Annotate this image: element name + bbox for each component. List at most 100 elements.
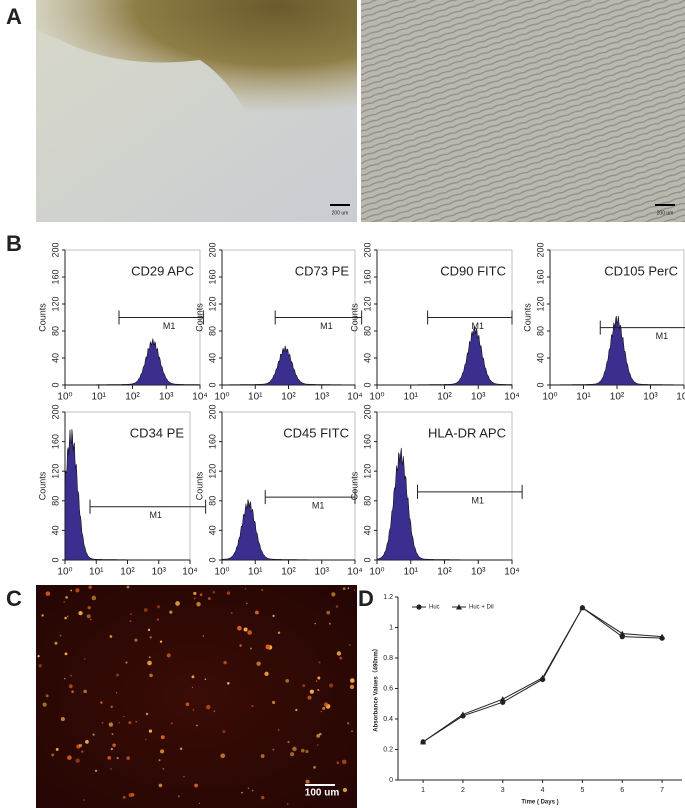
y-tick-label: 160 xyxy=(362,434,372,449)
dot xyxy=(295,708,298,712)
dot xyxy=(307,695,312,700)
dot xyxy=(290,752,295,757)
dot xyxy=(347,587,350,589)
dot xyxy=(87,606,91,610)
dot xyxy=(129,620,132,623)
y-axis-label: Counts xyxy=(349,471,359,500)
panel-label: C xyxy=(6,586,22,611)
dot xyxy=(292,746,297,752)
histogram xyxy=(221,499,356,561)
y-tick-label: 0.8 xyxy=(383,655,393,662)
y-tick-label: 200 xyxy=(50,242,60,257)
x-axis-label: Time ( Days ) xyxy=(521,800,558,806)
dot xyxy=(302,684,306,688)
dot xyxy=(212,591,215,594)
dot xyxy=(126,585,130,589)
x-tick-label: 10⁴ xyxy=(504,392,519,403)
dot xyxy=(135,721,137,723)
panel-label: D xyxy=(358,586,374,611)
dot xyxy=(83,689,87,694)
dot xyxy=(162,767,165,770)
legend-label: Huc + DiI xyxy=(469,605,494,611)
x-tick-label: 10⁰ xyxy=(214,567,229,578)
dot xyxy=(349,644,351,646)
dot xyxy=(42,702,47,707)
dot xyxy=(326,610,331,615)
dot xyxy=(272,700,276,705)
gate-label: M1 xyxy=(656,331,669,341)
dot xyxy=(91,595,97,601)
y-tick-label: 40 xyxy=(362,353,372,363)
x-tick-label: 10⁴ xyxy=(182,567,197,578)
dot xyxy=(159,640,163,643)
dot xyxy=(261,795,265,800)
dot xyxy=(196,724,198,727)
x-tick-label: 6 xyxy=(620,787,624,794)
x-tick-label: 10² xyxy=(281,392,296,403)
y-tick-label: 80 xyxy=(362,496,372,506)
dot xyxy=(112,743,116,747)
dot xyxy=(318,661,321,664)
y-tick-label: 120 xyxy=(50,296,60,311)
dot xyxy=(100,701,103,704)
marker xyxy=(459,711,466,717)
x-tick-label: 10³ xyxy=(152,567,167,578)
dot xyxy=(247,787,250,790)
dot xyxy=(353,589,356,591)
dot xyxy=(60,716,65,722)
marker xyxy=(619,630,626,637)
legend-label: Huc xyxy=(429,605,440,611)
dot xyxy=(63,601,66,603)
scale-label: 200 um xyxy=(657,210,674,216)
y-tick-label: 160 xyxy=(207,434,217,449)
dot xyxy=(206,704,211,710)
x-tick-label: 10³ xyxy=(471,567,486,578)
dot xyxy=(109,767,112,770)
y-tick-label: 80 xyxy=(50,496,60,506)
dot xyxy=(115,673,119,677)
dot xyxy=(341,759,347,765)
dot xyxy=(71,690,74,694)
dot xyxy=(92,733,95,736)
dot xyxy=(336,651,342,656)
dot xyxy=(67,615,69,617)
x-tick-label: 10¹ xyxy=(92,392,107,403)
dot xyxy=(125,661,128,664)
y-tick-label: 80 xyxy=(207,496,217,506)
histogram xyxy=(549,315,685,386)
x-tick-label: 4 xyxy=(541,787,545,794)
y-tick-label: 0 xyxy=(389,777,393,784)
fluorescent-dots xyxy=(37,585,356,805)
dot xyxy=(347,722,350,725)
histogram xyxy=(376,447,513,561)
dot xyxy=(37,654,40,658)
dot xyxy=(122,795,126,799)
dot xyxy=(277,729,280,731)
x-tick-label: 10⁰ xyxy=(369,567,384,578)
dot xyxy=(220,753,226,759)
dot xyxy=(83,799,85,801)
dot xyxy=(300,748,305,753)
dot xyxy=(265,644,271,650)
dot xyxy=(67,755,72,760)
dot xyxy=(198,802,201,804)
y-tick-label: 1.2 xyxy=(383,594,393,601)
y-tick-label: 40 xyxy=(362,525,372,535)
x-tick-label: 10⁰ xyxy=(57,392,72,403)
gate-label: M1 xyxy=(312,500,325,510)
y-tick-label: 0 xyxy=(362,382,372,387)
y-tick-label: 200 xyxy=(362,242,372,257)
dot xyxy=(272,748,275,751)
x-tick-label: 10⁴ xyxy=(192,392,207,403)
x-tick-label: 10³ xyxy=(315,392,330,403)
dot xyxy=(75,588,80,593)
dot xyxy=(169,610,173,614)
dot xyxy=(250,647,252,650)
y-tick-label: 80 xyxy=(362,326,372,336)
gate-label: M1 xyxy=(150,510,163,520)
dot xyxy=(134,638,138,642)
y-tick-label: 0 xyxy=(362,557,372,562)
y-axis-label: Counts xyxy=(522,303,532,332)
y-tick-label: 160 xyxy=(535,269,545,284)
